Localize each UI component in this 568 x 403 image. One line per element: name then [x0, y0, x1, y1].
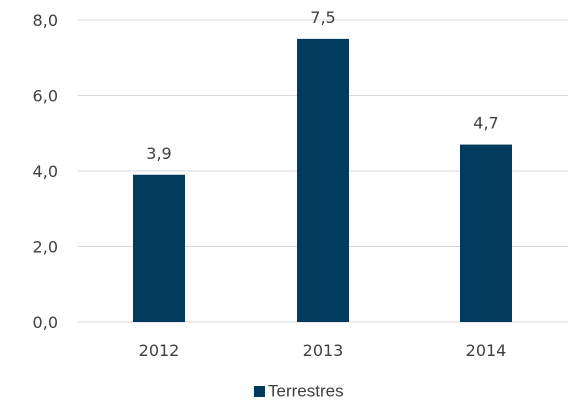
y-tick-label-2: 4,0	[33, 162, 58, 181]
x-category-label-2014: 2014	[466, 341, 507, 360]
bar-2013	[297, 38, 349, 322]
x-category-label-2013: 2013	[303, 341, 344, 360]
data-label-2013: 7,5	[310, 8, 335, 27]
legend: Terrestres	[254, 382, 344, 401]
data-label-2014: 4,7	[473, 114, 498, 133]
x-category-label-2012: 2012	[139, 341, 180, 360]
legend-label-terrestres: Terrestres	[268, 382, 344, 401]
bars	[133, 38, 512, 322]
y-tick-label-1: 2,0	[33, 238, 58, 257]
y-tick-label-4: 8,0	[33, 11, 58, 30]
legend-swatch-terrestres	[254, 386, 265, 397]
bar-2014	[460, 144, 512, 322]
y-tick-label-3: 6,0	[33, 87, 58, 106]
data-label-2012: 3,9	[146, 144, 171, 163]
x-axis-categories: 2012 2013 2014	[139, 341, 507, 360]
y-tick-label-0: 0,0	[33, 313, 58, 332]
y-axis-ticks: 0,0 2,0 4,0 6,0 8,0	[33, 11, 58, 332]
bar-2012	[133, 174, 185, 322]
data-labels: 3,9 7,5 4,7	[146, 8, 498, 163]
